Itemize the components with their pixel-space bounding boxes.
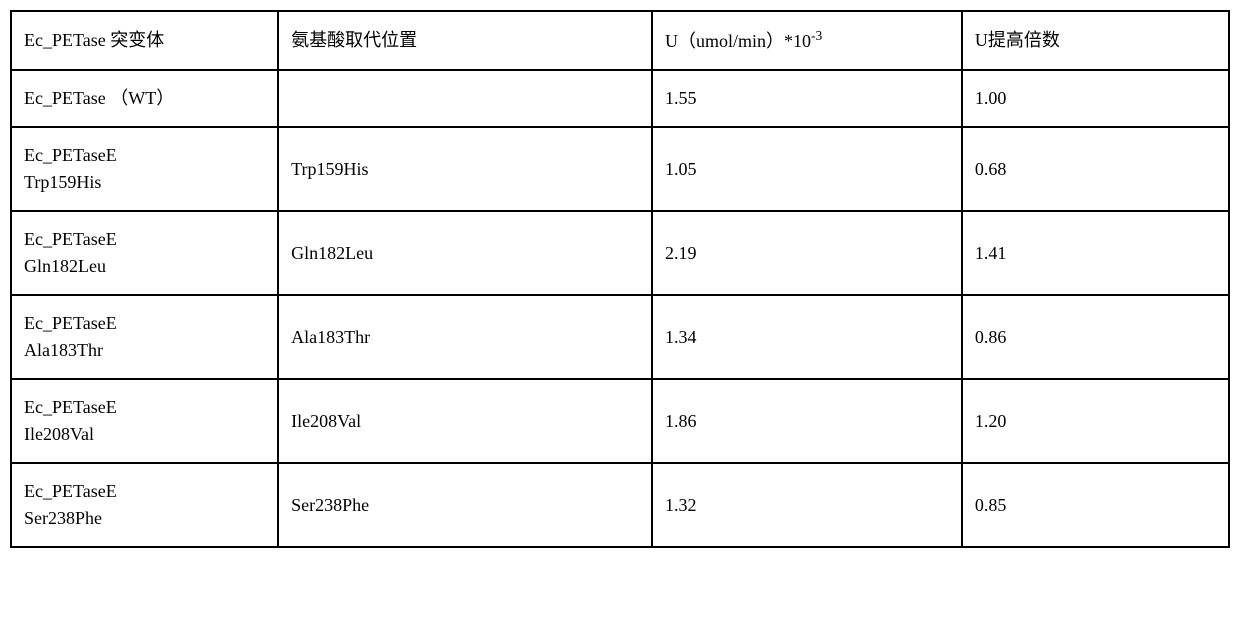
mutant-data-table: Ec_PETase 突变体 氨基酸取代位置 U（umol/min）*10-3 U… bbox=[10, 10, 1230, 548]
cell-u-value: 2.19 bbox=[652, 211, 962, 295]
cell-mutant: Ec_PETaseE Ser238Phe bbox=[11, 463, 278, 547]
table-header-row: Ec_PETase 突变体 氨基酸取代位置 U（umol/min）*10-3 U… bbox=[11, 11, 1229, 70]
cell-mutant: Ec_PETaseE Ile208Val bbox=[11, 379, 278, 463]
cell-substitution: Trp159His bbox=[278, 127, 652, 211]
cell-substitution: Ile208Val bbox=[278, 379, 652, 463]
cell-u-value: 1.32 bbox=[652, 463, 962, 547]
header-u-value-sup: -3 bbox=[811, 28, 822, 43]
cell-mutant: Ec_PETaseE Trp159His bbox=[11, 127, 278, 211]
cell-fold: 1.00 bbox=[962, 70, 1229, 127]
cell-mutant: Ec_PETase （WT） bbox=[11, 70, 278, 127]
table-body: Ec_PETase （WT）1.551.00Ec_PETaseE Trp159H… bbox=[11, 70, 1229, 547]
cell-mutant: Ec_PETaseE Ala183Thr bbox=[11, 295, 278, 379]
cell-fold: 0.85 bbox=[962, 463, 1229, 547]
table-row: Ec_PETaseE Trp159HisTrp159His1.050.68 bbox=[11, 127, 1229, 211]
cell-substitution: Ala183Thr bbox=[278, 295, 652, 379]
header-mutant: Ec_PETase 突变体 bbox=[11, 11, 278, 70]
cell-substitution: Gln182Leu bbox=[278, 211, 652, 295]
cell-fold: 1.20 bbox=[962, 379, 1229, 463]
header-u-value: U（umol/min）*10-3 bbox=[652, 11, 962, 70]
header-u-value-text: U（umol/min）*10 bbox=[665, 31, 811, 51]
cell-u-value: 1.55 bbox=[652, 70, 962, 127]
header-fold: U提高倍数 bbox=[962, 11, 1229, 70]
cell-mutant: Ec_PETaseE Gln182Leu bbox=[11, 211, 278, 295]
cell-u-value: 1.34 bbox=[652, 295, 962, 379]
table-row: Ec_PETaseE Ala183ThrAla183Thr1.340.86 bbox=[11, 295, 1229, 379]
header-substitution: 氨基酸取代位置 bbox=[278, 11, 652, 70]
cell-fold: 1.41 bbox=[962, 211, 1229, 295]
table-row: Ec_PETase （WT） 1.551.00 bbox=[11, 70, 1229, 127]
cell-substitution: Ser238Phe bbox=[278, 463, 652, 547]
table-row: Ec_PETaseE Ile208ValIle208Val1.861.20 bbox=[11, 379, 1229, 463]
table-row: Ec_PETaseE Gln182LeuGln182Leu2.191.41 bbox=[11, 211, 1229, 295]
cell-u-value: 1.86 bbox=[652, 379, 962, 463]
cell-u-value: 1.05 bbox=[652, 127, 962, 211]
cell-substitution bbox=[278, 70, 652, 127]
cell-fold: 0.68 bbox=[962, 127, 1229, 211]
cell-fold: 0.86 bbox=[962, 295, 1229, 379]
table-row: Ec_PETaseE Ser238PheSer238Phe1.320.85 bbox=[11, 463, 1229, 547]
